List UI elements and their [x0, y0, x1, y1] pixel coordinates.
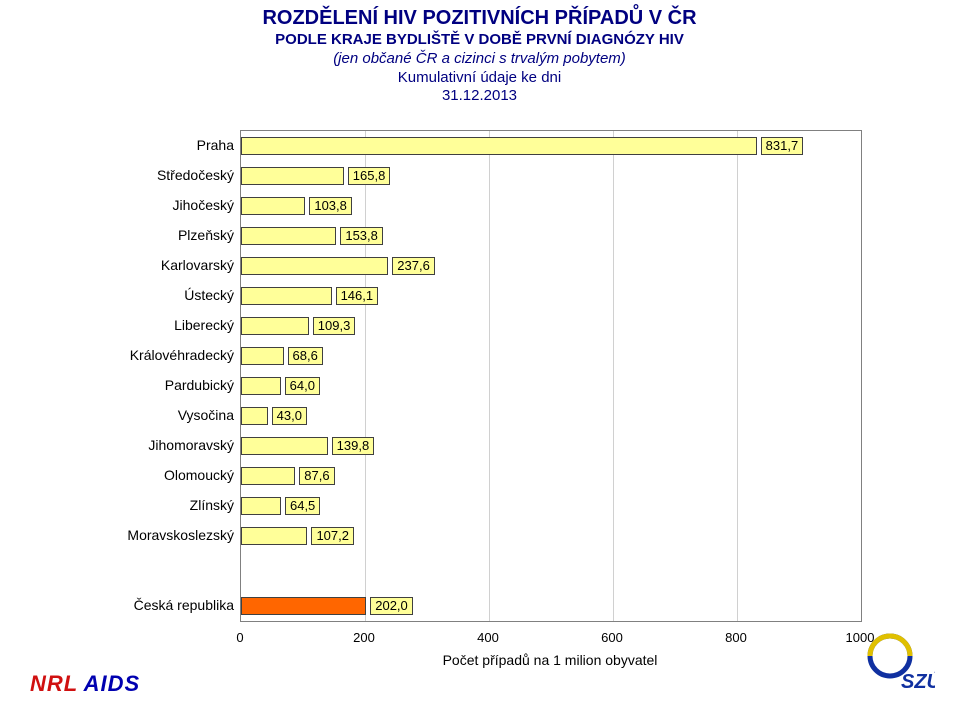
- value-label: 43,0: [272, 407, 307, 425]
- bar-plzeňský: [241, 227, 336, 245]
- region-label: Jihomoravský: [100, 436, 234, 454]
- title-block: ROZDĚLENÍ HIV POZITIVNÍCH PŘÍPADŮ V ČR P…: [0, 0, 959, 106]
- bar-summary: [241, 597, 366, 615]
- x-tick-label: 0: [236, 630, 243, 645]
- title-sub3: Kumulativní údaje ke dni: [0, 69, 959, 88]
- region-label: Královéhradecký: [100, 346, 234, 364]
- gridline: [489, 131, 490, 621]
- bar-královéhradecký: [241, 347, 284, 365]
- region-label: Středočeský: [100, 166, 234, 184]
- value-label: 153,8: [340, 227, 383, 245]
- value-label: 87,6: [299, 467, 334, 485]
- region-label-summary: Česká republika: [100, 596, 234, 614]
- gridline: [365, 131, 366, 621]
- gridline: [737, 131, 738, 621]
- chart: 831,7 165,8 103,8 153,8 237,6 146,1 109,3 68,6 6…: [100, 130, 870, 620]
- region-label: Ústecký: [100, 286, 234, 304]
- svg-text:SZÚ: SZÚ: [901, 669, 935, 693]
- bar-jihočeský: [241, 197, 305, 215]
- footer-left-logo: NRL AIDS: [30, 671, 140, 697]
- plot-area: 831,7 165,8 103,8 153,8 237,6 146,1 109,3 68,6 6…: [240, 130, 862, 622]
- title-sub1: PODLE KRAJE BYDLIŠTĚ V DOBĚ PRVNÍ DIAGNÓ…: [0, 31, 959, 50]
- bar-ústecký: [241, 287, 332, 305]
- x-tick-label: 400: [477, 630, 499, 645]
- value-label: 146,1: [336, 287, 379, 305]
- bar-středočeský: [241, 167, 344, 185]
- title-sub2: (jen občané ČR a cizinci s trvalým pobyt…: [0, 50, 959, 69]
- bar-olomoucký: [241, 467, 295, 485]
- bar-moravskoslezský: [241, 527, 307, 545]
- region-label: Zlínský: [100, 496, 234, 514]
- region-label: Vysočina: [100, 406, 234, 424]
- value-label: 68,6: [288, 347, 323, 365]
- gridline: [613, 131, 614, 621]
- x-tick-label: 200: [353, 630, 375, 645]
- value-label: 831,7: [761, 137, 804, 155]
- value-label: 64,5: [285, 497, 320, 515]
- value-label: 103,8: [309, 197, 352, 215]
- region-label: Plzeňský: [100, 226, 234, 244]
- footer-right-logo: SZÚ: [865, 628, 935, 703]
- value-label: 109,3: [313, 317, 356, 335]
- region-label: Pardubický: [100, 376, 234, 394]
- region-label: Moravskoslezský: [100, 526, 234, 544]
- region-label: Jihočeský: [100, 196, 234, 214]
- bar-pardubický: [241, 377, 281, 395]
- title-main: ROZDĚLENÍ HIV POZITIVNÍCH PŘÍPADŮ V ČR: [0, 6, 959, 31]
- footer-aids: AIDS: [84, 671, 141, 696]
- bar-karlovarský: [241, 257, 388, 275]
- x-axis-label: Počet případů na 1 milion obyvatel: [240, 652, 860, 668]
- title-sub4: 31.12.2013: [0, 87, 959, 106]
- value-label: 237,6: [392, 257, 435, 275]
- bar-zlínský: [241, 497, 281, 515]
- value-label: 107,2: [311, 527, 354, 545]
- footer-nrl: NRL: [30, 671, 78, 696]
- x-tick-label: 800: [725, 630, 747, 645]
- region-label: Liberecký: [100, 316, 234, 334]
- x-tick-label: 600: [601, 630, 623, 645]
- region-label: Karlovarský: [100, 256, 234, 274]
- bar-liberecký: [241, 317, 309, 335]
- value-label-summary: 202,0: [370, 597, 413, 615]
- region-label: Praha: [100, 136, 234, 154]
- region-label: Olomoucký: [100, 466, 234, 484]
- value-label: 139,8: [332, 437, 375, 455]
- bar-vysočina: [241, 407, 268, 425]
- bar-praha: [241, 137, 757, 155]
- value-label: 165,8: [348, 167, 391, 185]
- value-label: 64,0: [285, 377, 320, 395]
- bar-jihomoravský: [241, 437, 328, 455]
